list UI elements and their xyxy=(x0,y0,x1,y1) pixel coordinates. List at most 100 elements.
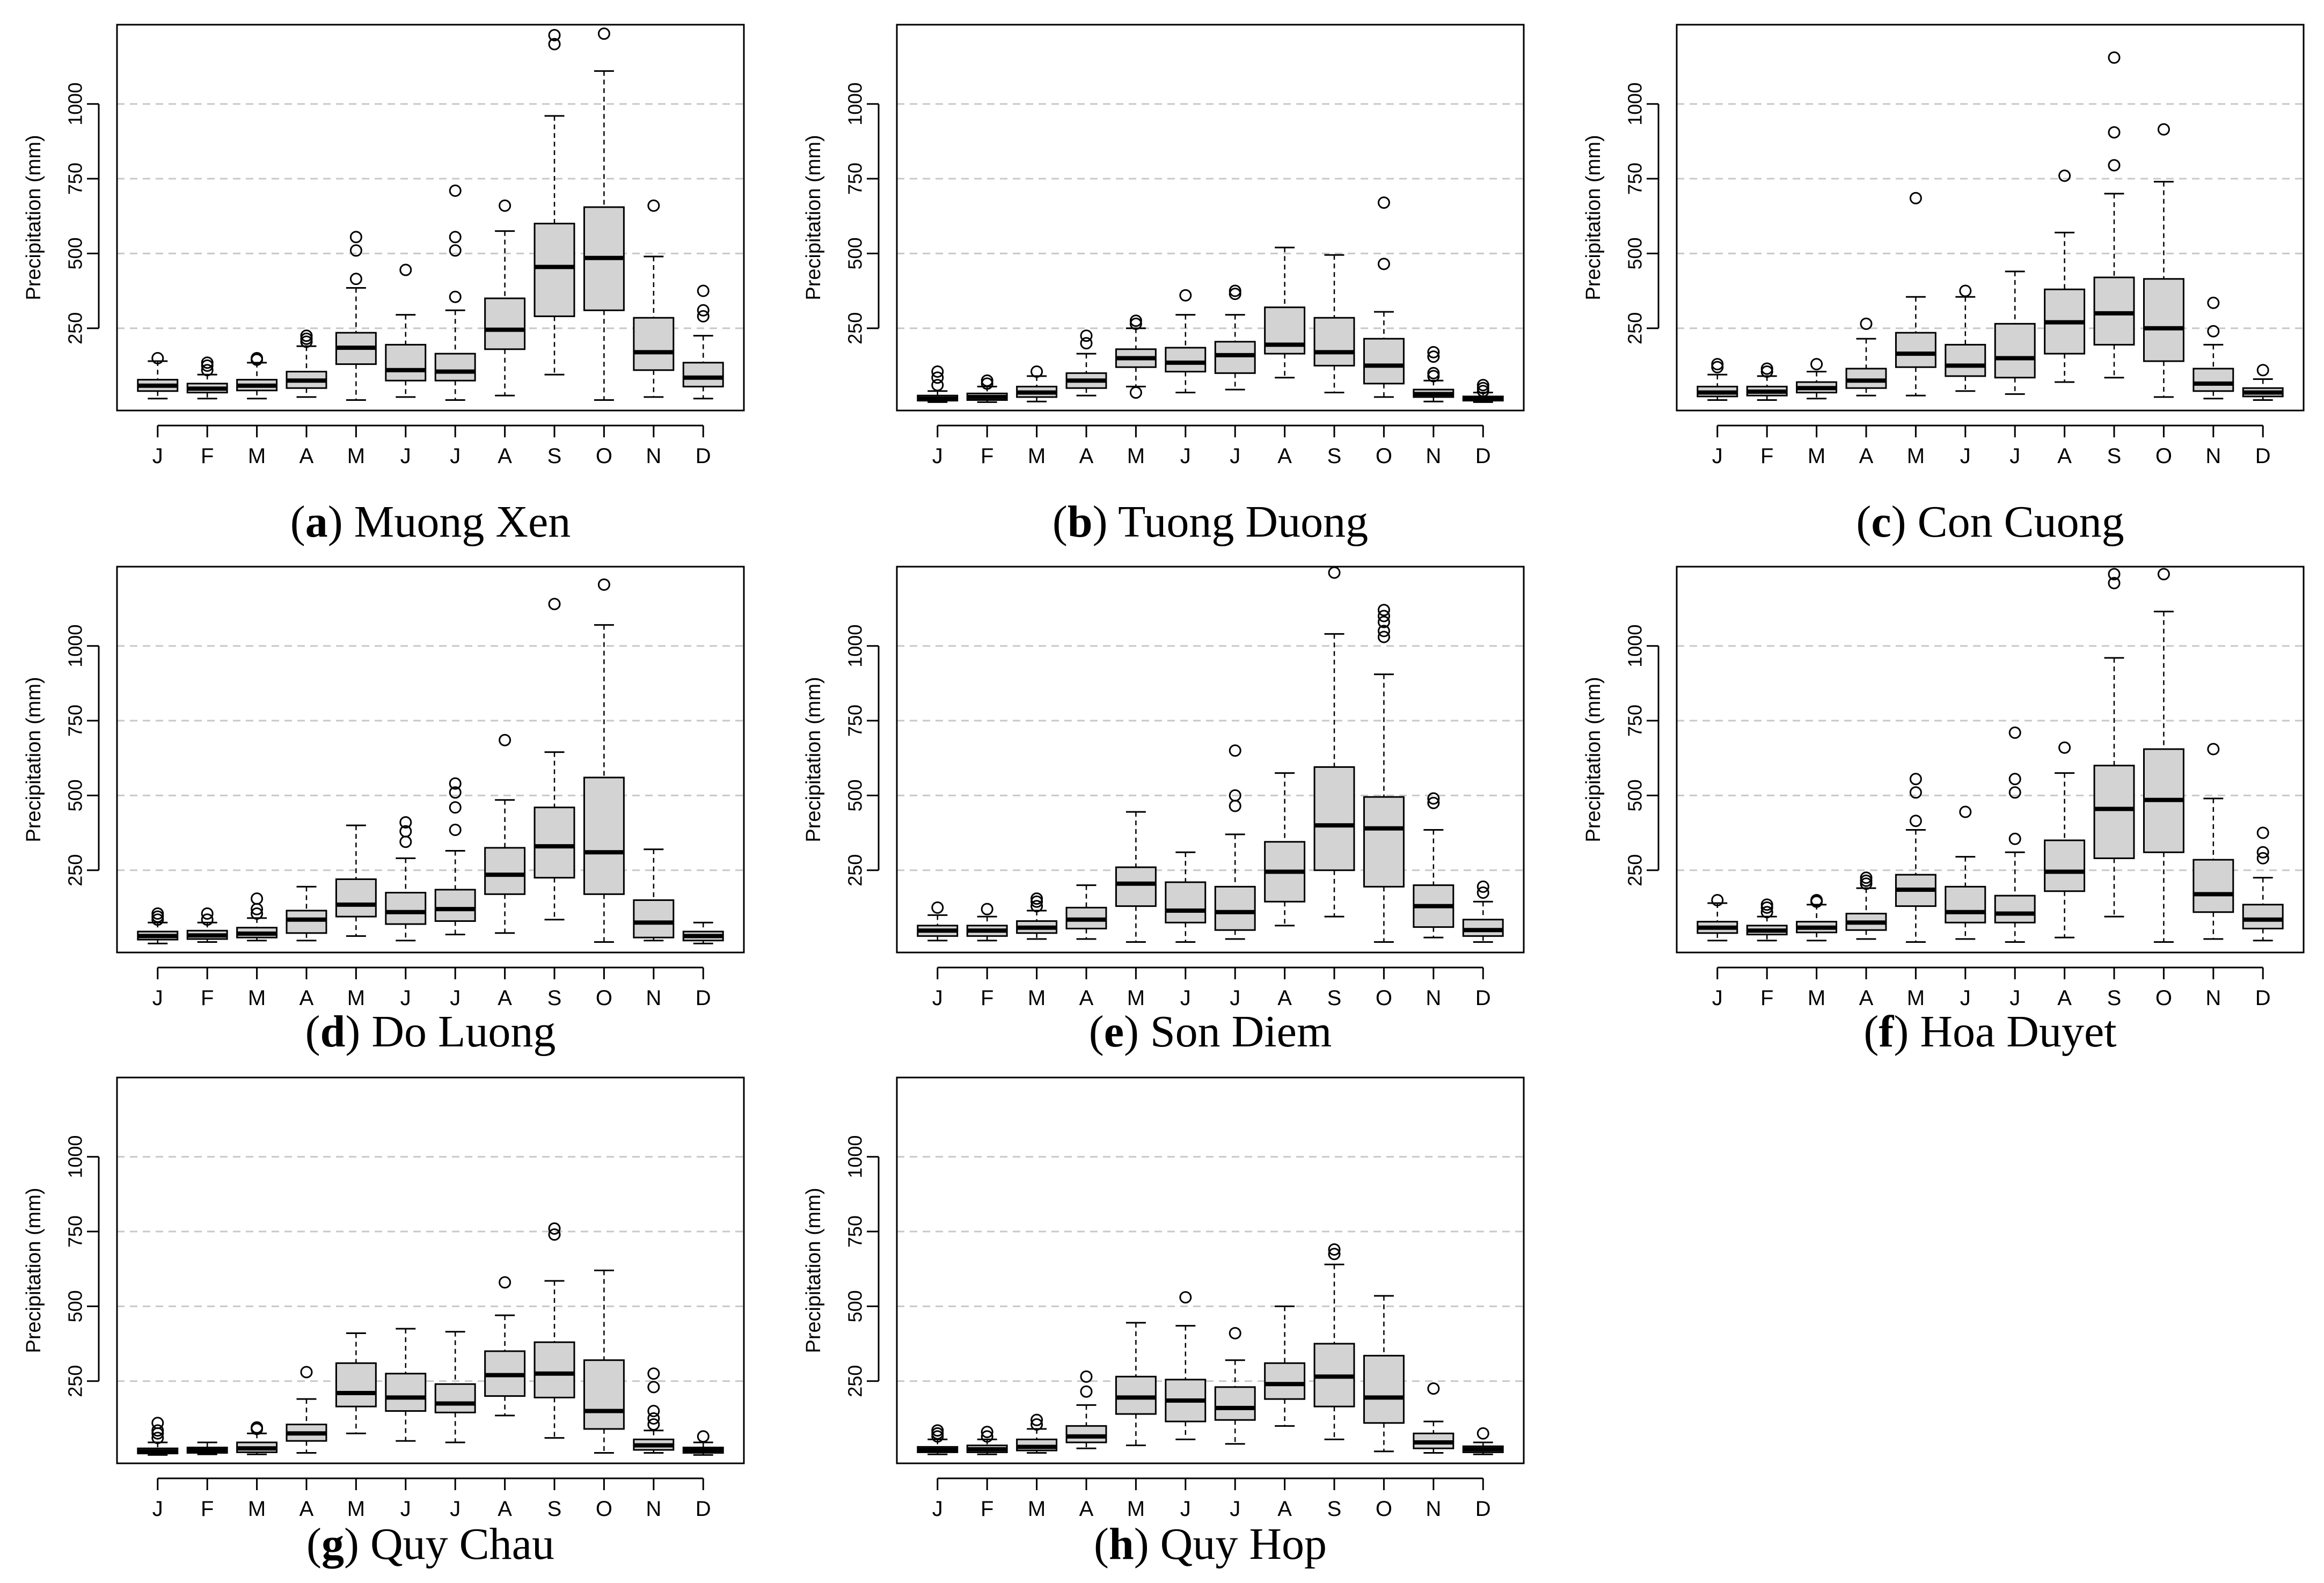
caption-paren: ( xyxy=(1863,1007,1879,1057)
y-axis-title: Precipitation (mm) xyxy=(1582,135,1605,300)
iqr-box xyxy=(534,1341,575,1398)
x-tick-label: J xyxy=(1230,1497,1240,1521)
iqr-box xyxy=(434,353,476,382)
box-7: J xyxy=(1994,726,2036,1010)
x-tick-label: J xyxy=(2009,986,2020,1010)
box-8: A xyxy=(484,199,526,468)
outlier-point xyxy=(597,27,610,40)
iqr-box xyxy=(2242,904,2284,929)
outlier-point xyxy=(1477,886,1489,899)
x-tick-label: O xyxy=(1376,986,1392,1010)
y-tick-label: 500 xyxy=(844,237,866,269)
outlier-point xyxy=(1377,625,1390,637)
box-3: M xyxy=(236,351,278,468)
box-10: O xyxy=(2143,568,2184,1010)
outlier-point xyxy=(251,892,264,905)
outlier-point xyxy=(349,244,362,257)
y-tick-label: 250 xyxy=(844,854,866,886)
iqr-box xyxy=(335,1362,377,1408)
box-6: J xyxy=(1165,1291,1207,1521)
box-12: D xyxy=(2242,364,2284,468)
x-tick-label: M xyxy=(1808,986,1825,1010)
outlier-point xyxy=(2207,743,2220,756)
box-6: J xyxy=(385,816,427,1010)
panel-c: 250 500 750 1000 Precipitation (mm) J F M A M J J A S… xyxy=(1582,24,2305,547)
caption-letter: d xyxy=(320,1007,346,1057)
x-tick-label: A xyxy=(498,444,512,468)
iqr-box xyxy=(434,1383,476,1413)
outlier-point xyxy=(2256,846,2269,859)
caption-letter: f xyxy=(1879,1007,1894,1057)
x-tick-label: D xyxy=(1475,1497,1491,1521)
iqr-box xyxy=(1165,881,1207,924)
x-tick-label: J xyxy=(1712,444,1723,468)
caption-paren: ( xyxy=(290,497,305,547)
outlier-point xyxy=(548,38,561,50)
box-1: J xyxy=(1697,893,1738,1010)
x-tick-label: S xyxy=(2107,986,2122,1010)
box-4: A xyxy=(286,329,327,468)
outlier-point xyxy=(647,1418,660,1431)
outlier-point xyxy=(449,801,462,814)
y-axis-title: Precipitation (mm) xyxy=(802,135,825,300)
plot-frame xyxy=(896,566,1525,954)
iqr-box xyxy=(1065,1425,1107,1443)
panel-g: 250 500 750 1000 Precipitation (mm) J F M A M J J A S… xyxy=(23,1076,745,1569)
outlier-point xyxy=(2008,773,2021,786)
box-11: N xyxy=(1413,792,1455,1010)
outlier-point xyxy=(1909,192,1922,204)
iqr-box xyxy=(1115,866,1157,907)
x-tick-label: A xyxy=(1277,444,1292,468)
outlier-point xyxy=(1080,1370,1093,1383)
x-tick-label: A xyxy=(299,986,314,1010)
panel-h: 250 500 750 1000 Precipitation (mm) J F M A M J J A S… xyxy=(802,1076,1525,1569)
y-tick-label: 1000 xyxy=(844,625,866,668)
caption-letter: g xyxy=(321,1519,344,1569)
iqr-box xyxy=(385,892,427,925)
outlier-point xyxy=(1427,796,1440,809)
outlier-point xyxy=(548,1222,561,1235)
x-tick-label: J xyxy=(450,986,461,1010)
x-tick-label: F xyxy=(1760,986,1773,1010)
outlier-point xyxy=(931,1424,944,1437)
x-tick-label: O xyxy=(596,986,612,1010)
box-2: F xyxy=(1746,898,1788,1010)
box-1: J xyxy=(917,365,959,468)
caption-paren: ( xyxy=(1856,497,1871,547)
box-12: D xyxy=(1462,880,1504,1010)
x-tick-label: M xyxy=(347,986,365,1010)
outlier-point xyxy=(2108,126,2121,139)
outlier-point xyxy=(1229,284,1241,297)
caption-paren: ( xyxy=(1089,1007,1104,1057)
outlier-point xyxy=(1328,566,1341,579)
x-tick-label: F xyxy=(1760,444,1773,468)
box-3: M xyxy=(1016,1413,1058,1521)
outlier-point xyxy=(2157,568,2170,581)
outlier-point xyxy=(931,371,944,384)
caption-station: ) Son Diem xyxy=(1124,1007,1332,1057)
box-7: J xyxy=(434,777,476,1010)
box-5: M xyxy=(335,1332,377,1521)
outlier-point xyxy=(647,199,660,212)
x-tick-label: A xyxy=(1079,1497,1094,1521)
iqr-box xyxy=(1264,1362,1306,1400)
outlier-point xyxy=(1080,329,1093,342)
x-tick-label: N xyxy=(646,986,661,1010)
x-tick-label: M xyxy=(1127,444,1145,468)
iqr-box xyxy=(385,1373,427,1412)
y-tick-label: 750 xyxy=(844,163,866,195)
outlier-point xyxy=(2058,741,2071,754)
y-tick-label: 500 xyxy=(64,779,86,811)
box-3: M xyxy=(1016,892,1058,1010)
x-tick-label: J xyxy=(932,1497,943,1521)
outlier-point xyxy=(1229,1327,1241,1340)
outlier-point xyxy=(1179,1291,1192,1304)
x-tick-label: M xyxy=(1808,444,1825,468)
x-tick-label: M xyxy=(248,1497,266,1521)
box-5: M xyxy=(1115,1322,1157,1521)
outlier-point xyxy=(1711,358,1724,371)
y-axis-title: Precipitation (mm) xyxy=(802,1188,825,1353)
box-3: M xyxy=(236,892,278,1010)
caption-station: ) Quy Chau xyxy=(344,1519,554,1569)
iqr-box xyxy=(1994,895,2036,924)
